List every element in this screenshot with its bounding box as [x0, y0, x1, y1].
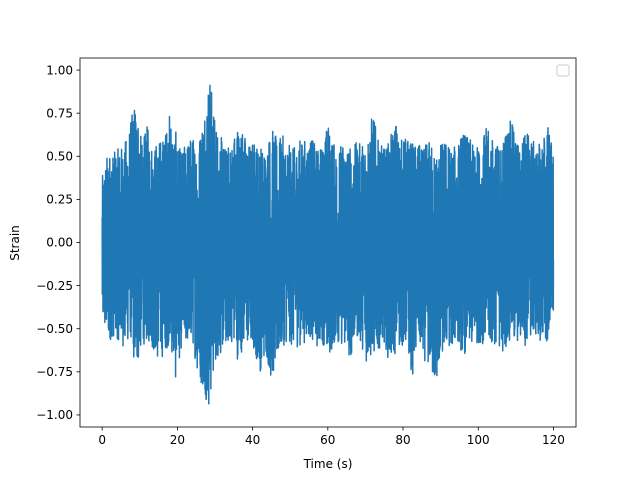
series-layer	[101, 84, 555, 405]
legend	[556, 64, 570, 77]
series-line	[101, 84, 555, 405]
y-tick-label: 0.25	[46, 193, 73, 207]
x-tick-label: 120	[542, 433, 565, 447]
y-tick-label: 1.00	[46, 63, 73, 77]
y-axis-label: Strain	[8, 225, 22, 261]
y-tick-label: 0.00	[46, 236, 73, 250]
x-tick-label: 80	[395, 433, 410, 447]
x-tick-label: 100	[467, 433, 490, 447]
y-tick-label: 0.75	[46, 106, 73, 120]
y-tick-label: −0.25	[36, 279, 73, 293]
x-tick-label: 60	[320, 433, 335, 447]
y-axis-ticks: −1.00 −0.75 −0.50 −0.25 0.00 0.25 0.50 0.75 1.00	[36, 63, 80, 422]
x-tick-label: 20	[170, 433, 185, 447]
y-tick-label: −0.50	[36, 322, 73, 336]
y-tick-label: −1.00	[36, 408, 73, 422]
x-axis-ticks: 0 20 40 60 80 100 120	[98, 427, 565, 447]
x-tick-label: 0	[98, 433, 106, 447]
y-tick-label: −0.75	[36, 365, 73, 379]
legend-box	[556, 64, 570, 77]
x-axis-label: Time (s)	[303, 457, 353, 471]
y-tick-label: 0.50	[46, 149, 73, 163]
x-tick-label: 40	[245, 433, 260, 447]
